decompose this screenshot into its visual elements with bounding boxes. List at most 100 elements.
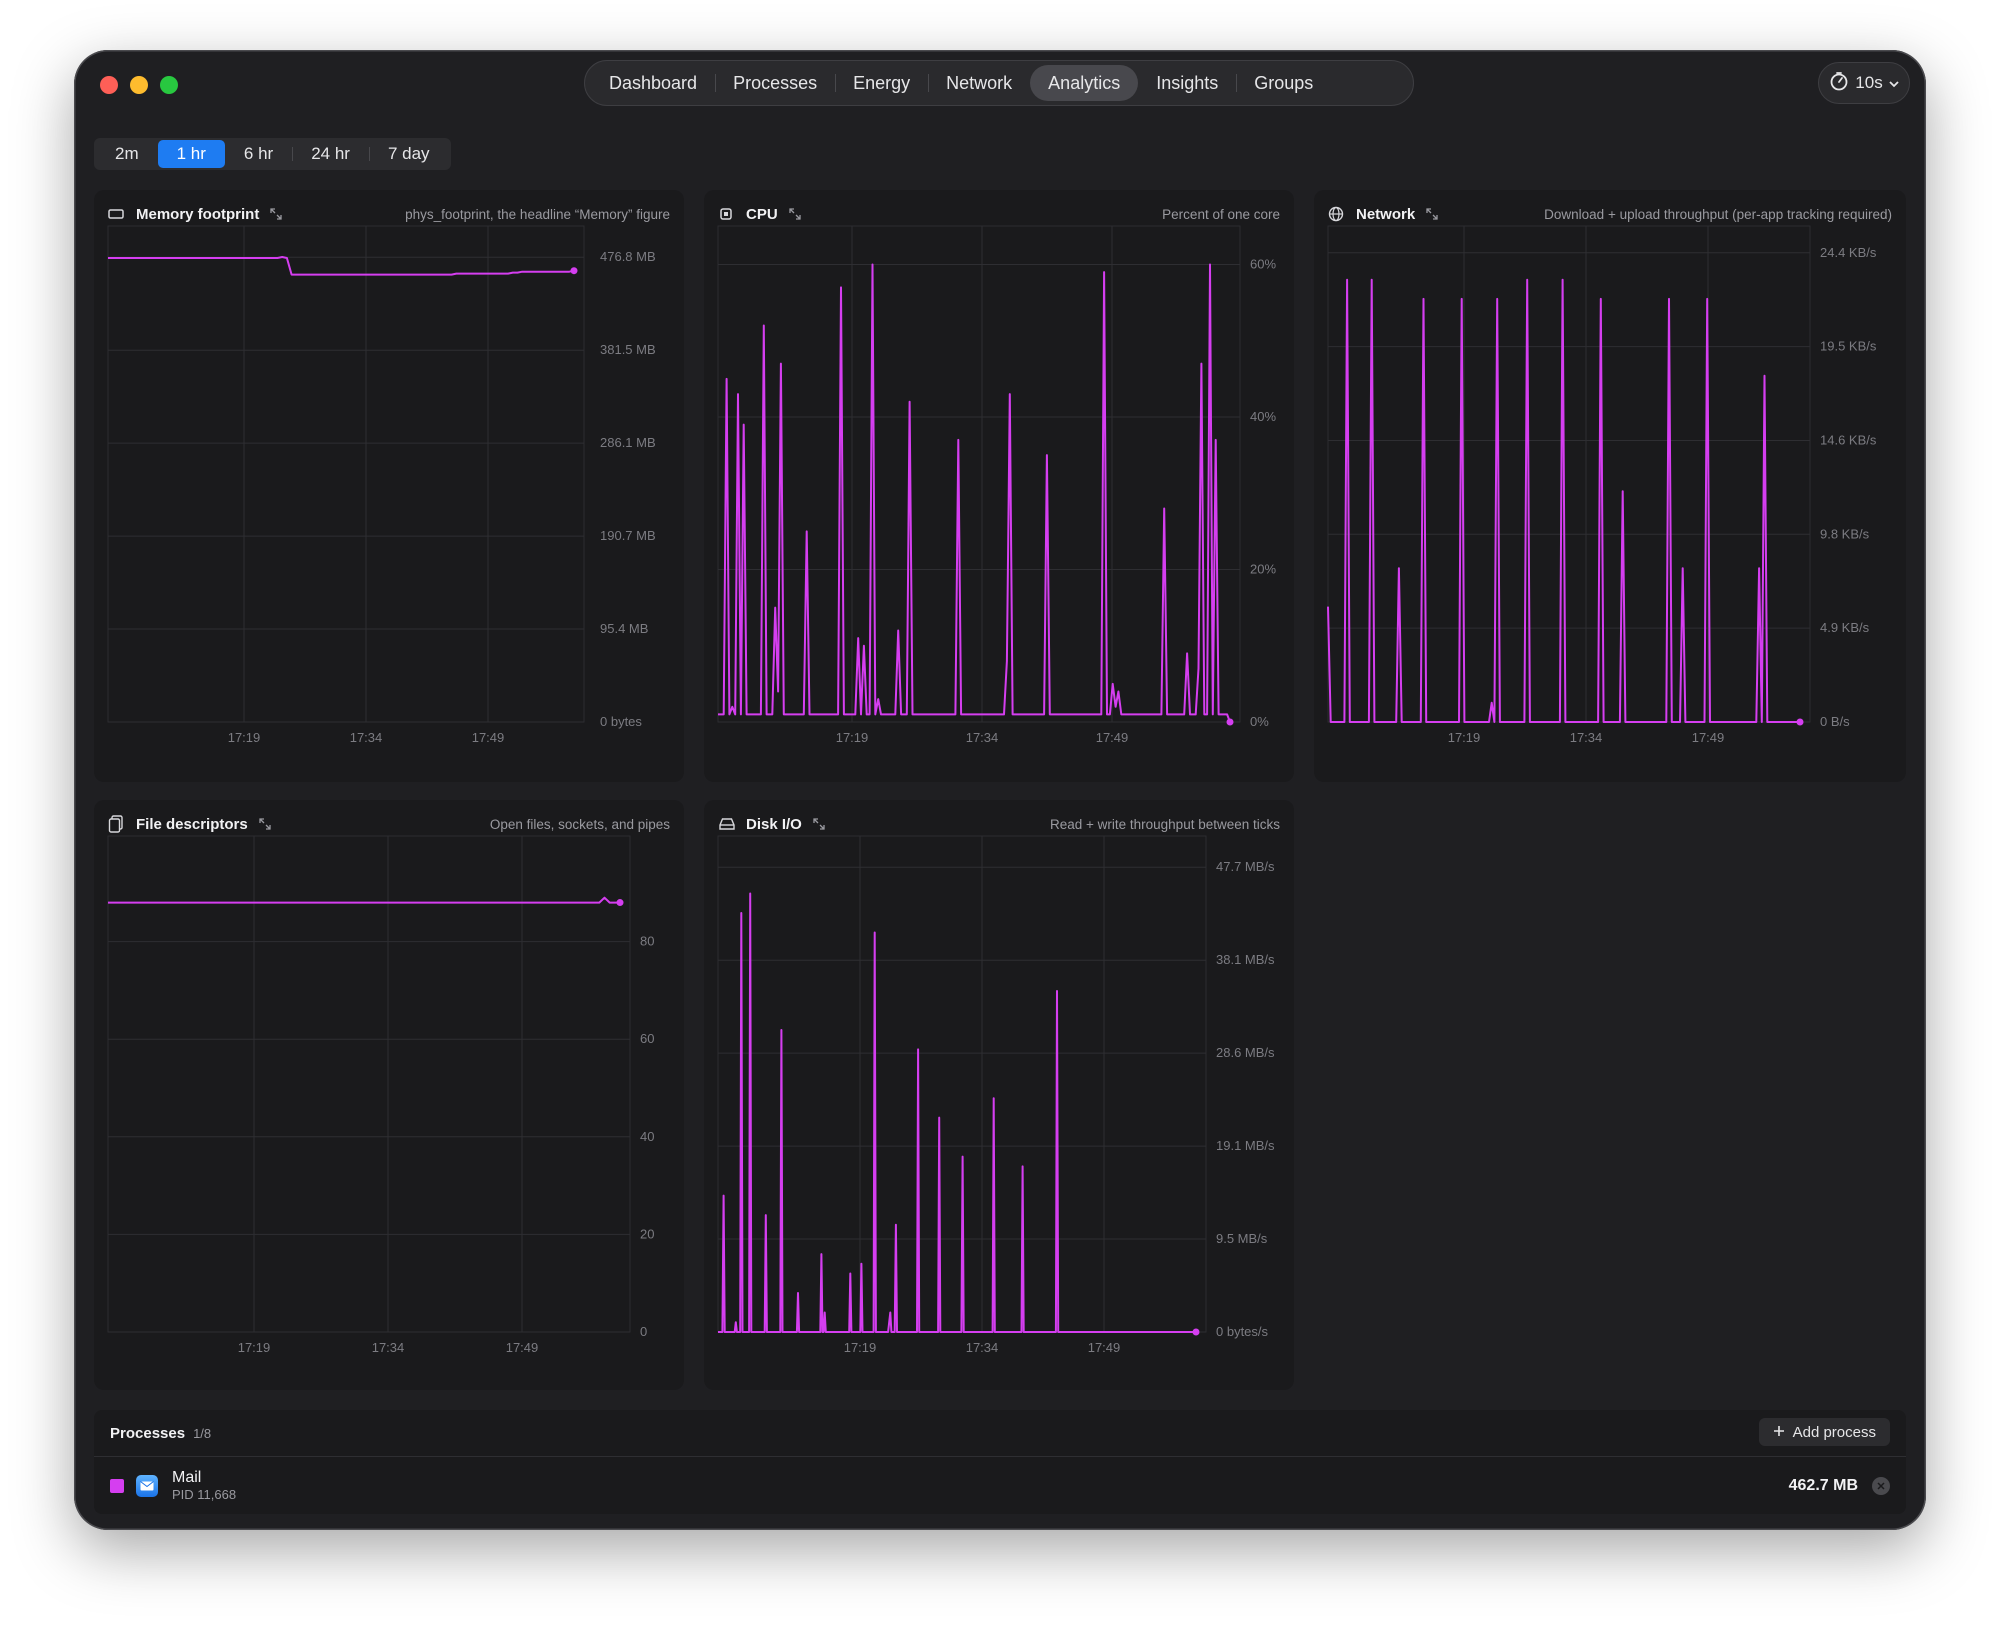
close-window-button[interactable] <box>100 76 118 94</box>
y-tick-label: 19.1 MB/s <box>1216 1138 1275 1153</box>
y-tick-label: 0 B/s <box>1820 714 1850 729</box>
range-1hr[interactable]: 1 hr <box>157 140 225 168</box>
panel-title: Memory footprint <box>136 205 260 223</box>
y-tick-label: 286.1 MB <box>600 435 656 450</box>
y-tick-label: 24.4 KB/s <box>1820 245 1877 260</box>
tab-processes[interactable]: Processes <box>715 65 835 101</box>
tab-groups[interactable]: Groups <box>1236 65 1331 101</box>
tab-network[interactable]: Network <box>928 65 1030 101</box>
processes-section: Processes 1/8 Add process Mail PID 11,66… <box>94 1410 1906 1514</box>
panel-description: Open files, sockets, and pipes <box>489 816 670 832</box>
panel-description: Download + upload throughput (per-app tr… <box>1544 206 1892 222</box>
panel-description: Percent of one core <box>1162 206 1280 222</box>
globe-icon <box>1328 205 1346 223</box>
expand-icon[interactable] <box>1425 207 1439 221</box>
expand-icon[interactable] <box>258 817 272 831</box>
memory-chart: 476.8 MB 381.5 MB 286.1 MB 190.7 MB 95.4 MB 0… <box>107 225 656 745</box>
range-2m[interactable]: 2m <box>115 144 139 163</box>
process-row[interactable]: Mail PID 11,668 462.7 MB <box>110 1466 1890 1506</box>
range-24hr[interactable]: 24 hr <box>292 140 369 168</box>
y-tick-label: 40% <box>1250 409 1276 424</box>
plus-icon <box>1773 1424 1785 1441</box>
remove-process-icon[interactable] <box>1872 1477 1890 1495</box>
y-tick-label: 38.1 MB/s <box>1216 952 1275 967</box>
panel-title: Network <box>1356 205 1416 223</box>
tab-dashboard[interactable]: Dashboard <box>609 73 698 93</box>
y-tick-label: 14.6 KB/s <box>1820 432 1877 447</box>
series-end-point <box>570 267 578 275</box>
series-end-point <box>1796 718 1804 726</box>
cpu-icon <box>718 205 736 223</box>
expand-icon[interactable] <box>788 207 802 221</box>
plot-frame <box>107 835 631 1333</box>
panel-description: phys_footprint, the headline “Memory” fi… <box>405 206 670 222</box>
x-tick-label: 17:19 <box>836 730 869 745</box>
y-tick-label: 190.7 MB <box>600 528 656 543</box>
y-tick-label: 60% <box>1250 257 1276 272</box>
x-tick-label: 17:49 <box>506 1340 539 1355</box>
process-name: Mail <box>172 1469 202 1486</box>
x-tick-label: 17:34 <box>966 730 999 745</box>
x-tick-label: 17:49 <box>1692 730 1725 745</box>
disk-io-chart: 47.7 MB/s 38.1 MB/s 28.6 MB/s 19.1 MB/s 9.5 … <box>717 835 1275 1355</box>
tab-analytics[interactable]: Analytics <box>1030 65 1139 101</box>
x-tick-label: 17:19 <box>844 1340 877 1355</box>
x-tick-label: 17:49 <box>472 730 505 745</box>
series-line <box>718 892 1196 1333</box>
range-7day[interactable]: 7 day <box>368 140 449 168</box>
y-tick-label: 9.5 MB/s <box>1216 1231 1268 1246</box>
y-tick-label: 20% <box>1250 562 1276 577</box>
series-line <box>108 256 575 276</box>
tab-insights[interactable]: Insights <box>1156 73 1219 93</box>
y-tick-label: 4.9 KB/s <box>1820 620 1870 635</box>
minimize-window-button[interactable] <box>130 76 148 94</box>
range-6hr[interactable]: 6 hr <box>243 144 274 163</box>
cpu-chart: 60% 40% 20% 0% 17:19 17:34 17:49 <box>717 225 1276 745</box>
x-tick-label: 17:34 <box>1570 730 1603 745</box>
disk-io-panel: Disk I/O Read + write throughput between… <box>704 800 1294 1390</box>
x-tick-label: 17:49 <box>1088 1340 1121 1355</box>
x-tick-label: 17:34 <box>350 730 383 745</box>
file-descriptors-panel: File descriptors Open files, sockets, an… <box>94 800 684 1390</box>
network-chart: 24.4 KB/s 19.5 KB/s 14.6 KB/s 9.8 KB/s 4.9 K… <box>1327 225 1877 745</box>
panel-description: Read + write throughput between ticks <box>1049 816 1280 832</box>
refresh-interval-picker[interactable]: 10s <box>1818 62 1910 104</box>
mail-app-icon <box>136 1475 158 1497</box>
documents-icon <box>108 815 126 833</box>
disk-icon <box>718 815 736 833</box>
add-process-button[interactable]: Add process <box>1758 1418 1890 1446</box>
y-tick-label: 0 <box>640 1324 647 1339</box>
y-tick-label: 9.8 KB/s <box>1820 526 1870 541</box>
interval-value: 10s <box>1855 73 1883 92</box>
x-tick-label: 17:49 <box>1096 730 1129 745</box>
timer-icon <box>1829 71 1849 96</box>
y-tick-label: 60 <box>640 1031 654 1046</box>
x-tick-label: 17:19 <box>228 730 261 745</box>
expand-icon[interactable] <box>812 817 826 831</box>
file-descriptors-chart: 80 60 40 20 0 17:19 17:34 17:49 <box>107 835 654 1355</box>
x-tick-label: 17:19 <box>238 1340 271 1355</box>
y-tick-label: 476.8 MB <box>600 249 656 264</box>
tab-energy[interactable]: Energy <box>835 65 928 101</box>
series-line <box>718 263 1231 723</box>
zoom-window-button[interactable] <box>160 76 178 94</box>
series-end-point <box>1192 1328 1200 1336</box>
process-pid: PID 11,668 <box>172 1487 237 1502</box>
time-range-selector: 2m 1 hr 6 hr 24 hr 7 day <box>94 138 451 170</box>
y-tick-label: 80 <box>640 934 654 949</box>
y-tick-label: 381.5 MB <box>600 342 656 357</box>
y-tick-label: 47.7 MB/s <box>1216 859 1275 874</box>
expand-icon[interactable] <box>269 207 283 221</box>
series-end-point <box>616 899 624 907</box>
process-memory-value: 462.7 MB <box>1788 1477 1858 1494</box>
network-panel: Network Download + upload throughput (pe… <box>1314 190 1906 782</box>
y-tick-label: 0 bytes/s <box>1216 1324 1269 1339</box>
plot-frame <box>107 225 585 723</box>
y-tick-label: 19.5 KB/s <box>1820 339 1877 354</box>
main-nav: Dashboard Processes Energy Network Analy… <box>584 60 1414 106</box>
y-tick-label: 95.4 MB <box>600 621 648 636</box>
series-end-point <box>1226 718 1234 726</box>
processes-title: Processes <box>110 1424 186 1442</box>
y-tick-label: 0% <box>1250 714 1269 729</box>
add-process-label: Add process <box>1792 1423 1876 1441</box>
